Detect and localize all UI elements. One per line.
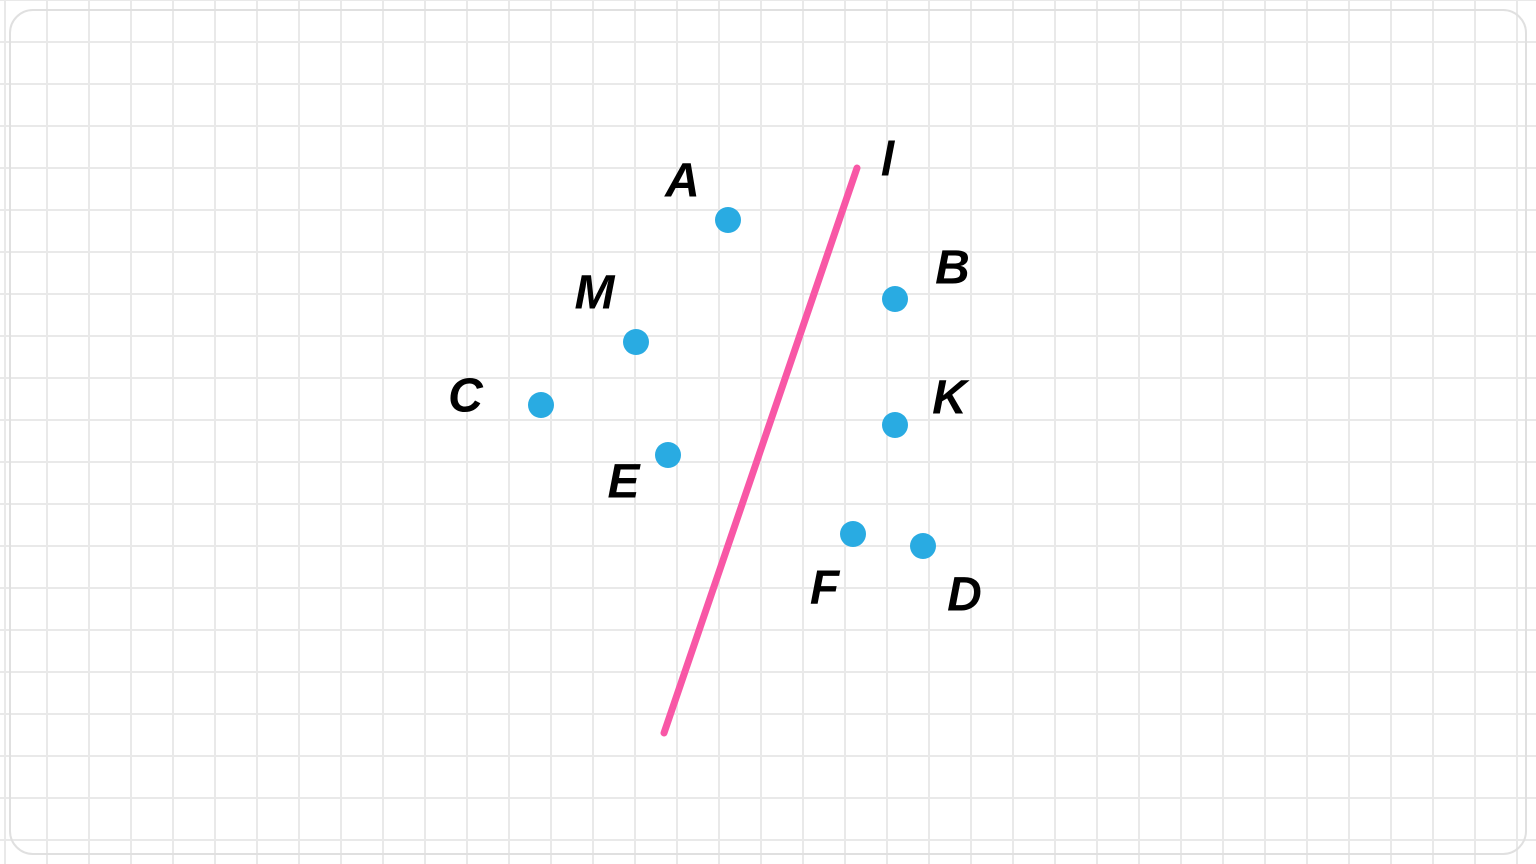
line-l-label: l: [881, 133, 895, 188]
point-K: [882, 412, 908, 438]
point-label-C: C: [448, 369, 484, 424]
point-M: [623, 329, 649, 355]
line-l: [664, 168, 857, 733]
point-label-M: M: [575, 266, 616, 321]
point-B: [882, 286, 908, 312]
point-A: [715, 207, 741, 233]
point-E: [655, 442, 681, 468]
line-layer: [0, 0, 1536, 864]
point-D: [910, 533, 936, 559]
point-label-E: E: [607, 455, 640, 510]
point-label-B: B: [935, 241, 971, 296]
diagram-stage: A M C E B K F D l: [0, 0, 1536, 864]
point-F: [840, 521, 866, 547]
point-C: [528, 392, 554, 418]
point-label-K: K: [932, 371, 968, 426]
point-label-A: A: [665, 154, 701, 209]
point-label-D: D: [947, 568, 983, 623]
point-label-F: F: [810, 561, 840, 616]
